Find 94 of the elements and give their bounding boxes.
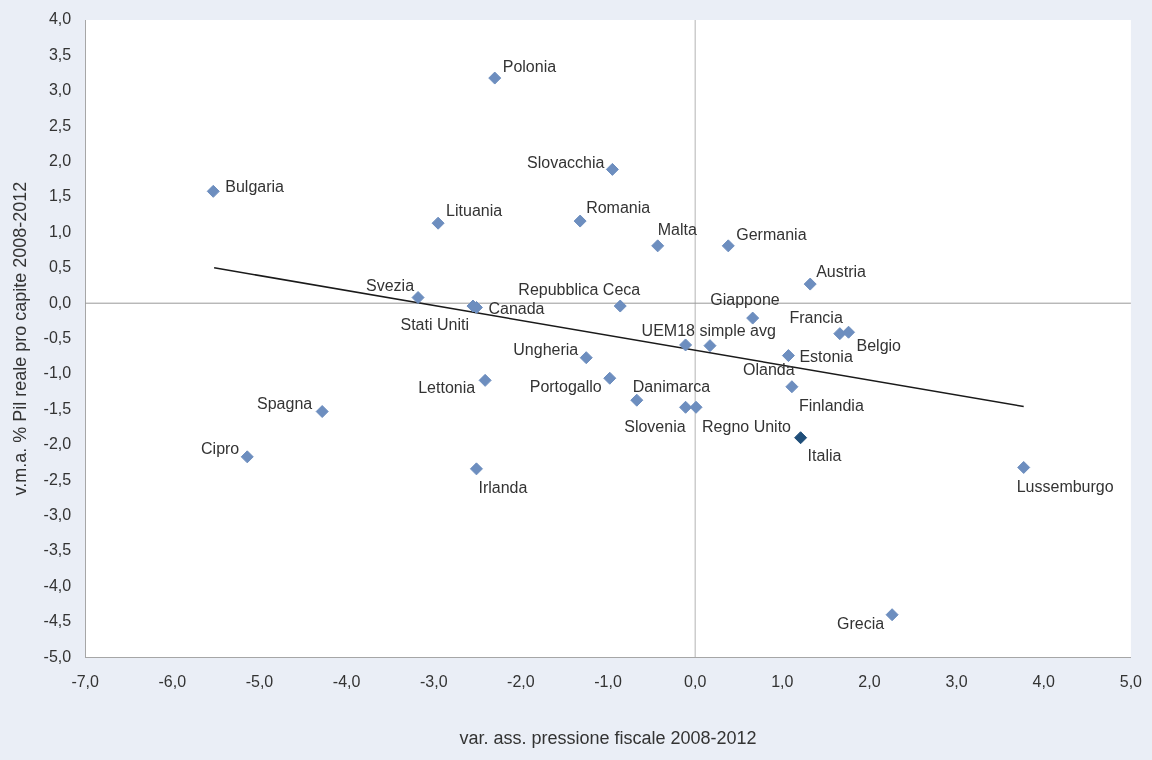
annotation: Lettonia	[418, 378, 476, 396]
annotation: Ungheria	[513, 341, 579, 359]
point	[411, 291, 425, 305]
point	[651, 239, 665, 253]
y-axis-title: v.m.a. % Pil reale pro capite 2008-2012	[9, 181, 30, 496]
point	[803, 277, 817, 291]
y-tick-label: 1,0	[48, 222, 72, 240]
point	[885, 608, 899, 622]
point	[781, 349, 795, 363]
y-tick-label: -2,5	[43, 470, 72, 488]
annotation: Spagna	[257, 394, 313, 412]
x-tick-label: 5,0	[1119, 673, 1143, 691]
point	[842, 325, 856, 339]
annotation: Austria	[816, 263, 867, 281]
annotation: Stati Uniti	[400, 316, 469, 334]
x-tick-label: -2,0	[507, 673, 535, 691]
x-axis-title: var. ass. pressione fiscale 2008-2012	[459, 728, 757, 749]
y-tick-label: -4,0	[43, 576, 72, 594]
y-tick-label: 4,0	[48, 10, 72, 28]
point	[240, 450, 254, 464]
y-tick-label: 1,5	[48, 187, 72, 205]
point	[679, 338, 693, 352]
y-tick-label: 3,0	[48, 81, 72, 99]
annotation: Lituania	[446, 201, 503, 219]
point	[469, 462, 483, 476]
point	[206, 184, 220, 198]
point	[794, 431, 808, 445]
y-tick-label: 3,5	[48, 45, 72, 63]
annotation: Repubblica Ceca	[518, 281, 641, 299]
annotation: Lussemburgo	[1016, 477, 1114, 495]
y-tick-label: 0,5	[48, 258, 72, 276]
y-tick-label: 2,0	[48, 152, 72, 170]
annotation: Belgio	[856, 336, 902, 354]
y-tick-label: -2,0	[43, 435, 72, 453]
annotation: Romania	[586, 199, 651, 217]
x-tick-label: -6,0	[158, 673, 187, 691]
annotation: Slovenia	[624, 417, 686, 435]
x-tick-label: -4,0	[332, 673, 361, 691]
point	[833, 327, 847, 341]
annotation: Regno Unito	[702, 417, 792, 435]
point	[689, 400, 703, 414]
y-tick-label: -5,0	[43, 647, 72, 665]
y-tick-label: -3,0	[43, 506, 72, 524]
point	[478, 373, 492, 387]
annotation: Irlanda	[478, 479, 528, 497]
point	[679, 400, 693, 414]
point	[613, 299, 627, 313]
x-tick-label: 3,0	[945, 673, 968, 691]
point	[721, 239, 735, 253]
annotation: Slovacchia	[527, 153, 605, 171]
annotation: Cipro	[201, 440, 240, 458]
x-tick-label: 2,0	[858, 673, 881, 691]
x-tick-label: -1,0	[594, 673, 622, 691]
annotation: Francia	[789, 309, 843, 327]
annotation: Bulgaria	[225, 177, 285, 195]
point	[785, 380, 799, 394]
annotation: Italia	[807, 447, 842, 465]
annotation: Danimarca	[632, 377, 711, 395]
point	[431, 216, 445, 230]
point	[746, 311, 760, 325]
annotation: Portogallo	[529, 377, 602, 395]
annotation: UEM18 simple avg	[641, 322, 776, 340]
annotation: Malta	[657, 221, 697, 239]
y-tick-label: -0,5	[43, 329, 72, 347]
annotation: Polonia	[502, 58, 557, 76]
x-tick-label: 1,0	[771, 673, 794, 691]
y-tick-label: 0,0	[48, 293, 72, 311]
annotation: Finlandia	[798, 397, 864, 415]
x-tick-label: 4,0	[1032, 673, 1055, 691]
annotation: Canada	[488, 299, 545, 317]
point	[315, 405, 329, 419]
point	[605, 162, 619, 176]
point	[573, 214, 587, 228]
y-tick-label: -4,5	[43, 612, 72, 630]
point	[630, 393, 644, 407]
annotation: Grecia	[836, 615, 885, 633]
x-tick-label: -3,0	[419, 673, 448, 691]
y-tick-label: 2,5	[48, 116, 72, 134]
point	[603, 371, 617, 385]
point	[579, 351, 593, 365]
y-tick-label: -1,5	[43, 399, 72, 417]
x-tick-label: 0,0	[684, 673, 707, 691]
y-tick-label: -1,0	[43, 364, 72, 382]
point	[1017, 460, 1031, 474]
point	[488, 71, 502, 85]
annotation: Giappone	[710, 291, 780, 309]
y-tick-label: -3,5	[43, 541, 72, 559]
annotation: Olanda	[742, 361, 795, 379]
annotation: Estonia	[799, 348, 853, 365]
point	[703, 339, 717, 353]
x-tick-label: -7,0	[71, 673, 100, 691]
annotation: Germania	[736, 226, 807, 244]
x-tick-label: -5,0	[245, 673, 274, 691]
annotation: Svezia	[366, 276, 415, 294]
